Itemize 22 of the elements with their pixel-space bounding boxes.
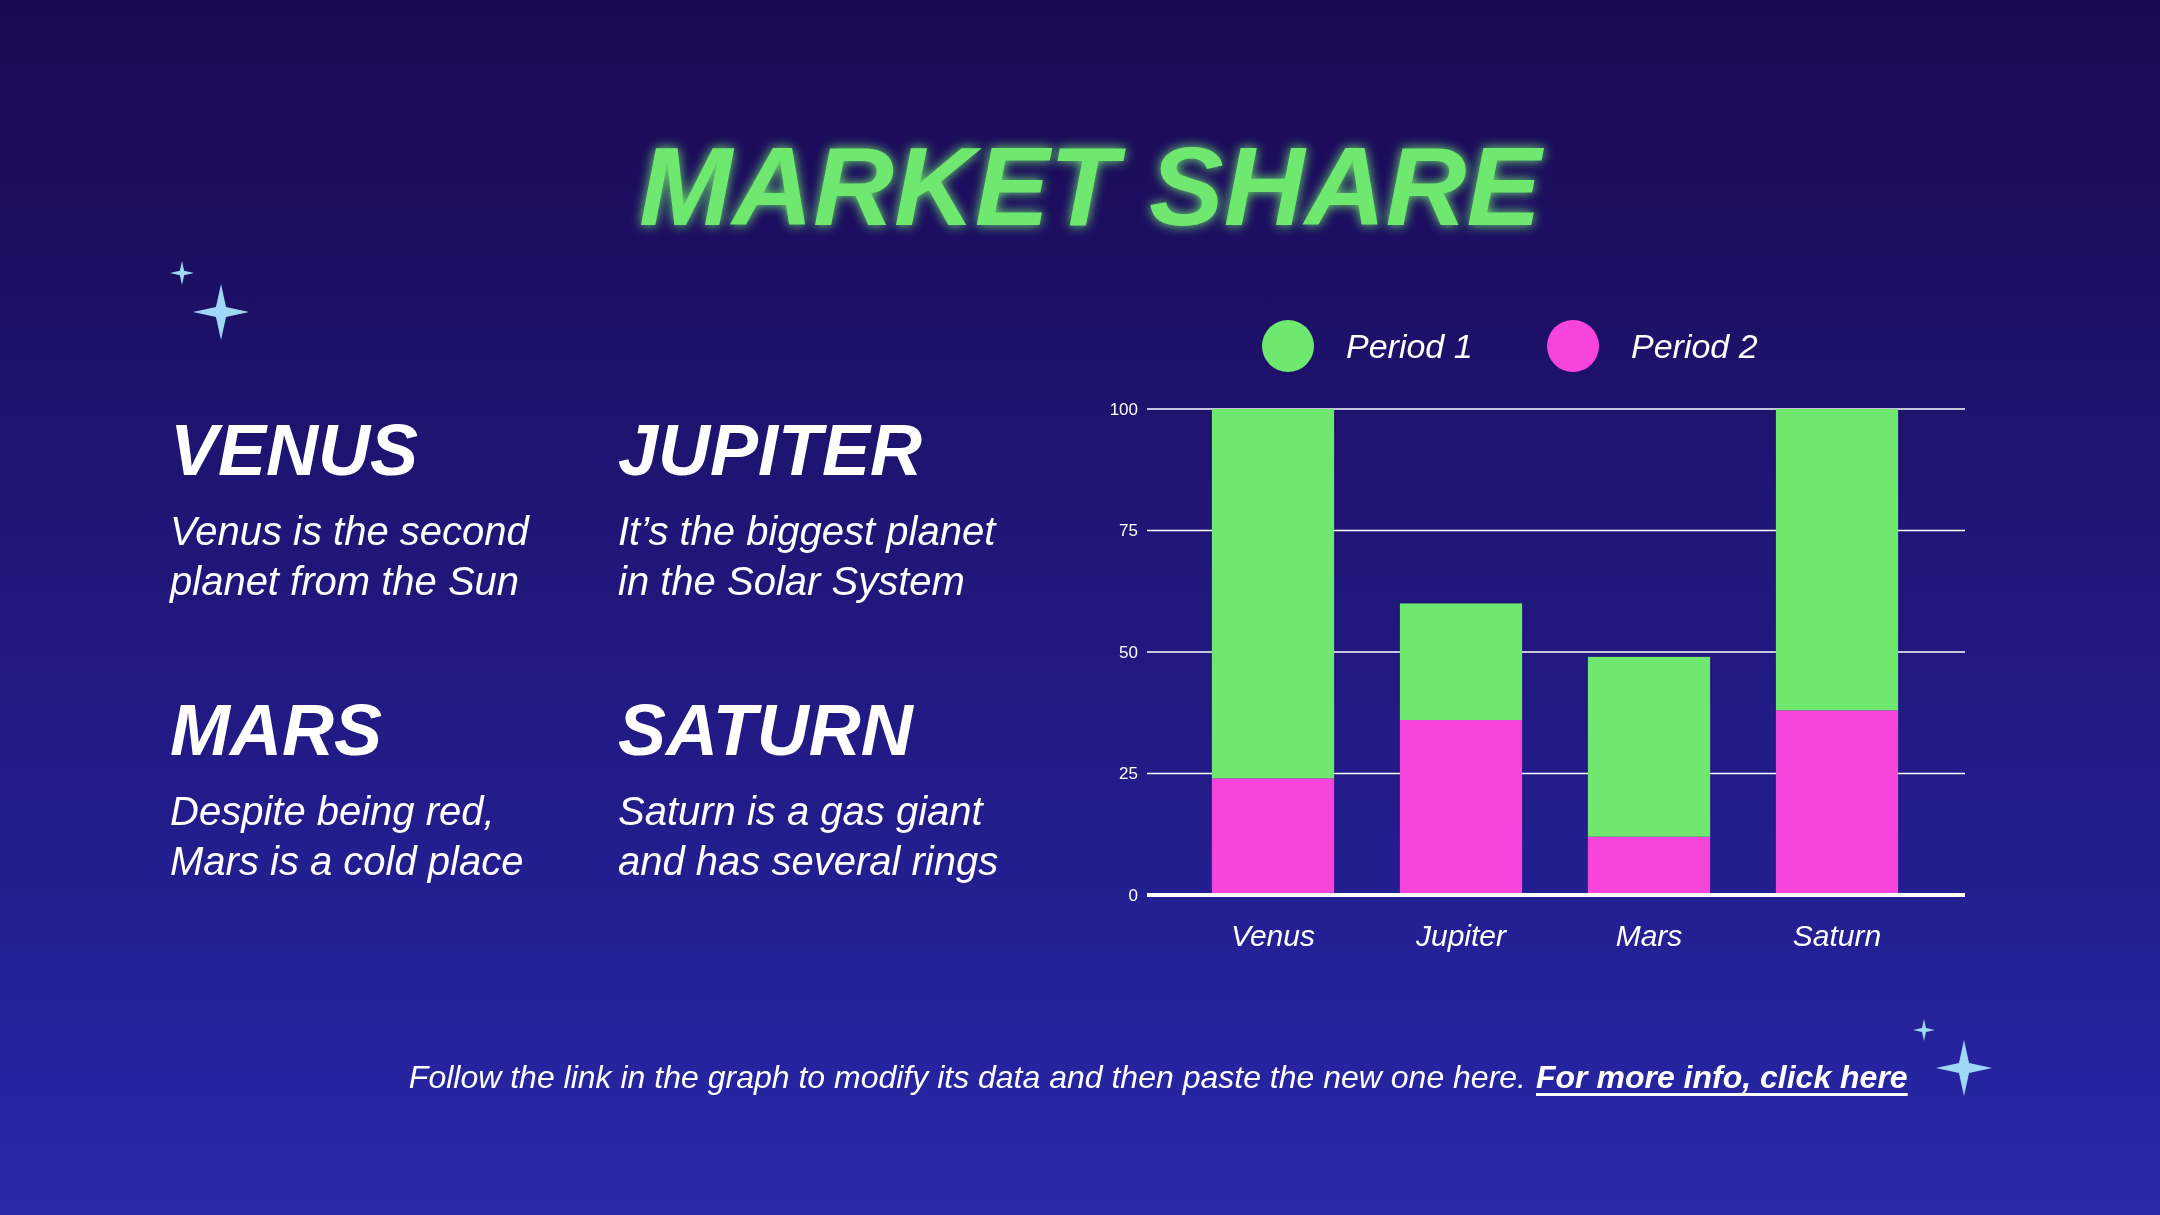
y-tick-label: 50: [1119, 642, 1138, 662]
text: It’s the biggest planet in the Solar System: [618, 509, 998, 603]
legend-label: Period 1: [1346, 326, 1473, 365]
text: SATURN: [618, 690, 915, 770]
x-tick-label: Venus: [1231, 919, 1315, 952]
chart-title: MARKET SHARE: [638, 124, 1545, 249]
y-tick-label: 25: [1119, 764, 1138, 784]
text: MARS: [170, 690, 382, 770]
y-tick-label: 0: [1128, 885, 1138, 905]
text: Saturn is a gas giant and has several rings: [618, 789, 999, 883]
text: Despite being red, Mars is a cold place: [170, 789, 524, 883]
text: Venus is the second planet from the Sun: [169, 509, 531, 603]
y-tick-label: 75: [1119, 521, 1138, 541]
y-tick-label: 100: [1109, 399, 1138, 419]
text: Follow the link in the graph to modify its data and then paste the new one here.: [408, 1059, 1526, 1095]
x-tick-label: Jupiter: [1414, 919, 1508, 952]
x-tick-label: Mars: [1615, 919, 1683, 952]
text: VENUS: [170, 410, 419, 490]
text: JUPITER: [618, 410, 923, 490]
legend-label: Period 2: [1631, 326, 1758, 365]
x-tick-label: Saturn: [1792, 919, 1882, 952]
text: For more info, click here: [1536, 1059, 1908, 1095]
